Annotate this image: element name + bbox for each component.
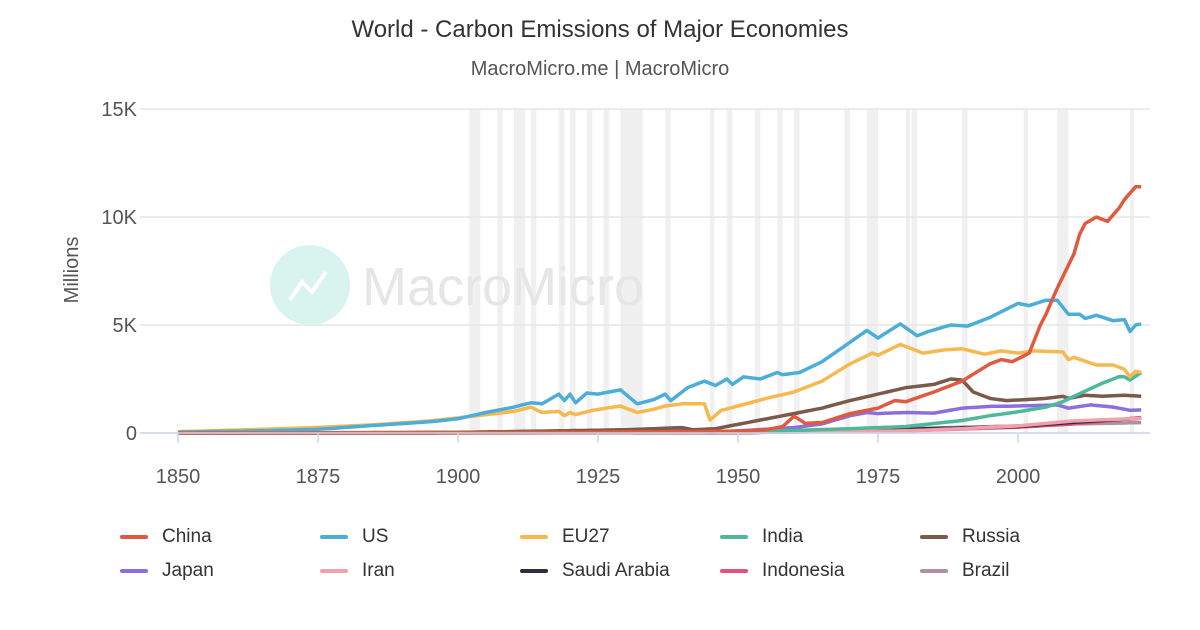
chart-title: World - Carbon Emissions of Major Econom… bbox=[351, 16, 849, 43]
legend-swatch bbox=[320, 535, 348, 539]
y-tick-label: 10K bbox=[101, 207, 137, 229]
shaded-period bbox=[794, 109, 800, 433]
shaded-period bbox=[665, 109, 671, 433]
y-axis-label: Millions bbox=[61, 237, 83, 304]
x-tick-label: 1975 bbox=[856, 466, 901, 488]
legend-swatch bbox=[720, 535, 748, 539]
legend-swatch bbox=[320, 569, 348, 573]
shaded-period bbox=[530, 109, 537, 433]
y-tick-label: 5K bbox=[113, 315, 138, 337]
shaded-period bbox=[558, 109, 565, 433]
legend-item-china[interactable]: China bbox=[120, 526, 212, 548]
shaded-period bbox=[754, 109, 761, 433]
legend-item-india[interactable]: India bbox=[720, 526, 803, 548]
shaded-period bbox=[603, 109, 610, 433]
shaded-period bbox=[620, 109, 643, 433]
legend-item-saudi-arabia[interactable]: Saudi Arabia bbox=[520, 560, 670, 582]
shaded-period bbox=[726, 109, 733, 433]
legend-label: China bbox=[162, 526, 212, 547]
x-tick-label: 1875 bbox=[296, 466, 341, 488]
x-tick-label: 1950 bbox=[716, 466, 761, 488]
y-tick-label: 0 bbox=[126, 423, 137, 445]
legend-label: US bbox=[362, 526, 389, 547]
shaded-period bbox=[866, 109, 878, 433]
shaded-period bbox=[844, 109, 850, 433]
legend-label: Brazil bbox=[962, 560, 1010, 581]
x-tick-label: 2000 bbox=[996, 466, 1041, 488]
x-tick-label: 1900 bbox=[436, 466, 481, 488]
x-tick-label: 1850 bbox=[156, 466, 201, 488]
chart-subtitle: MacroMicro.me | MacroMicro bbox=[470, 58, 730, 80]
legend-label: Iran bbox=[362, 560, 395, 581]
legend-swatch bbox=[920, 569, 948, 573]
y-tick-label: 15K bbox=[101, 99, 137, 121]
shaded-period bbox=[911, 109, 918, 433]
legend-label: EU27 bbox=[562, 526, 610, 547]
legend-item-us[interactable]: US bbox=[320, 526, 388, 548]
shaded-period bbox=[906, 109, 910, 433]
shaded-period bbox=[514, 109, 526, 433]
shaded-period bbox=[497, 109, 503, 433]
series-line-eu27[interactable] bbox=[177, 342, 1142, 434]
legend-swatch bbox=[120, 535, 148, 539]
shaded-period bbox=[1023, 109, 1029, 433]
legend-item-russia[interactable]: Russia bbox=[920, 526, 1020, 548]
legend-swatch bbox=[120, 569, 148, 573]
shaded-period bbox=[1130, 109, 1134, 433]
series-line-us[interactable] bbox=[177, 298, 1142, 434]
x-tick-label: 1925 bbox=[576, 466, 621, 488]
series-line-india[interactable] bbox=[178, 371, 1143, 435]
legend-item-iran[interactable]: Iran bbox=[320, 560, 395, 582]
shaded-period bbox=[586, 109, 593, 433]
shaded-period bbox=[777, 109, 783, 433]
watermark-logo: MacroMicro bbox=[270, 245, 644, 325]
shaded-period bbox=[1057, 109, 1069, 433]
shaded-period bbox=[710, 109, 715, 433]
legend-label: Russia bbox=[962, 526, 1021, 547]
legend-label: India bbox=[762, 526, 804, 547]
watermark-text: MacroMicro bbox=[362, 257, 644, 317]
legend-label: Japan bbox=[162, 560, 214, 581]
legend-swatch bbox=[520, 569, 548, 573]
legend-item-eu27[interactable]: EU27 bbox=[520, 526, 610, 548]
legend-item-japan[interactable]: Japan bbox=[120, 560, 214, 582]
legend-item-brazil[interactable]: Brazil bbox=[920, 560, 1010, 582]
legend-label: Indonesia bbox=[762, 560, 845, 581]
legend-swatch bbox=[920, 535, 948, 539]
legend-item-indonesia[interactable]: Indonesia bbox=[720, 560, 844, 582]
shaded-period bbox=[469, 109, 481, 433]
legend-swatch bbox=[720, 569, 748, 573]
shaded-period bbox=[962, 109, 968, 433]
legend-swatch bbox=[520, 535, 548, 539]
shaded-period bbox=[570, 109, 576, 433]
legend-label: Saudi Arabia bbox=[562, 560, 670, 581]
